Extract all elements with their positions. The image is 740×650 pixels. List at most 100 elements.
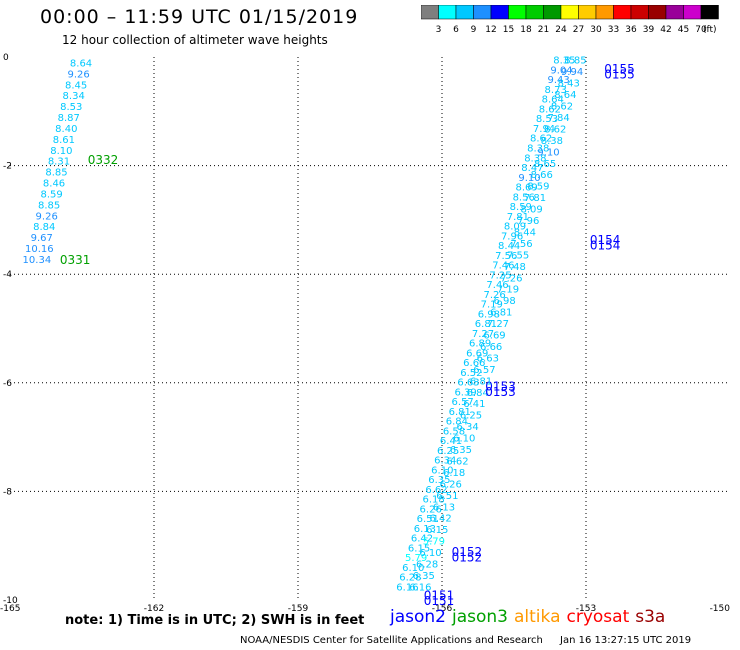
y-tick-label: -8 [3,487,12,497]
wave-height-value: 6.15 [426,525,448,536]
pass-time-label: 0332 [88,153,119,167]
wave-height-value: 7.56 [510,239,532,250]
wave-height-value: 8.53 [60,102,82,113]
wave-height-value: 7.19 [481,300,503,311]
colorbar-label: 15 [503,25,514,35]
wave-height-value: 6.26 [440,479,462,490]
wave-height-value: 6.84 [446,417,468,428]
chart-title: 00:00 – 11:59 UTC 01/15/2019 [40,6,359,28]
wave-height-value: 6.62 [425,485,447,496]
colorbar-label: 24 [555,25,567,35]
wave-height-value: 6.84 [467,388,489,399]
wave-height-value: 8.10 [50,146,72,157]
wave-height-value: 6.10 [419,548,441,559]
colorbar-label: 9 [471,25,477,35]
x-tick-label: -150 [710,604,731,612]
wave-height-value: 8.59 [40,189,62,200]
wave-height-value: 8.59 [527,182,549,193]
wave-height-value: 6.81 [475,319,497,330]
colorbar-label: 6 [453,25,459,35]
wave-height-value: 8.85 [45,168,67,179]
wave-height-value: 6.28 [399,573,421,584]
wave-height-value: 6.10 [402,563,424,574]
colorbar-label: 39 [643,25,655,35]
wave-height-value: 6.10 [431,465,453,476]
colorbar-unit: (ft) [703,25,717,35]
wave-height-value: 6.18 [443,468,465,479]
colorbar-label: 36 [625,25,637,35]
wave-height-value: 7.96 [501,231,523,242]
wave-height-value: 8.73 [545,85,567,96]
wave-height-value: 9.04 [550,65,572,76]
wave-height-value: 8.47 [521,163,543,174]
wave-height-value: 9.26 [36,211,58,222]
generated-timestamp: Jan 16 13:27:15 UTC 2019 [560,635,692,646]
wave-height-value: 8.65 [534,159,556,170]
colorbar-label: 3 [436,25,442,35]
wave-height-value: 8.69 [515,183,537,194]
wave-height-value: 6.57 [452,397,474,408]
wave-height-value: 8.85 [38,200,60,211]
wave-height-value: 8.87 [58,113,80,124]
legend-entry-altika: altika [514,607,561,627]
pass-time-label: 0153 [485,380,516,394]
wave-height-value: 6.98 [478,309,500,320]
colorbar-label: 27 [573,25,584,35]
wave-height-value: 6.15 [408,543,430,554]
pass-time-label: 0154 [590,233,621,247]
wave-height-value: 8.38 [541,136,563,147]
colorbar-label: 30 [590,25,602,35]
wave-height-value: 7.46 [486,280,508,291]
wave-height-value: 6.66 [463,358,485,369]
wave-height-value: 6.63 [477,353,499,364]
wave-height-value: 8.56 [513,192,535,203]
colorbar-label: 45 [678,25,689,35]
wave-height-value: 6.18 [422,495,444,506]
wave-height-value: 6.41 [463,399,485,410]
wave-height-value: 8.62 [544,124,566,135]
wave-height-value: 7.81 [507,212,529,223]
colorbar-label: 42 [660,25,671,35]
wave-height-value: 6.16 [396,582,418,593]
colorbar-swatch [700,5,719,20]
wave-height-value: 6.57 [473,365,495,376]
pass-time-label: 0154 [590,238,621,252]
colorbar-label: 21 [538,25,549,35]
wave-height-value: 8.66 [531,170,553,181]
track-jason2-a: 8.359.049.438.738.648.628.537.948.628.38… [396,56,634,603]
pass-time-label: 0331 [60,253,91,267]
pass-time-label: 0153 [485,385,516,399]
wave-height-value: 7.27 [487,319,509,330]
wave-height-value: 6.69 [466,348,488,359]
y-tick-label: -10 [3,596,18,606]
wave-height-value: 6.10 [453,434,475,445]
wave-height-value: 9.26 [67,69,89,80]
wave-height-value: 6.51 [417,514,439,525]
wave-height-value: 8.35 [553,56,575,67]
pass-time-label: 0152 [452,545,483,559]
wave-height-value: 6.81 [470,376,492,387]
wave-height-value: 8.62 [539,104,561,115]
wave-height-value: 6.35 [428,475,450,486]
wave-height-value: 6.34 [434,456,456,467]
wave-height-value: 7.81 [524,193,546,204]
wave-height-value: 8.85 [564,56,586,67]
wave-height-value: 7.19 [497,285,519,296]
wave-height-value: 8.64 [542,95,564,106]
wave-height-value: 6.58 [443,426,465,437]
legend-entry-jason2: jason2 [390,607,446,627]
wave-height-value: 7.26 [500,273,522,284]
wave-height-value: 7.94 [533,124,555,135]
wave-height-value: 6.35 [413,571,435,582]
track-jason2-b: 8.859.948.438.648.627.848.628.389.108.65… [409,56,635,608]
wave-height-value: 6.25 [437,446,459,457]
pass-time-label: 0155 [604,67,635,81]
pass-time-label: 0151 [424,589,455,603]
x-tick-label: -165 [0,604,20,612]
y-tick-label: -6 [3,379,12,389]
x-tick-label: -156 [432,604,453,612]
wave-height-value: 8.31 [48,157,70,168]
wave-height-value: 10.34 [23,255,52,266]
wave-height-value: 8.64 [554,90,576,101]
wave-height-value: 7.84 [547,113,569,124]
